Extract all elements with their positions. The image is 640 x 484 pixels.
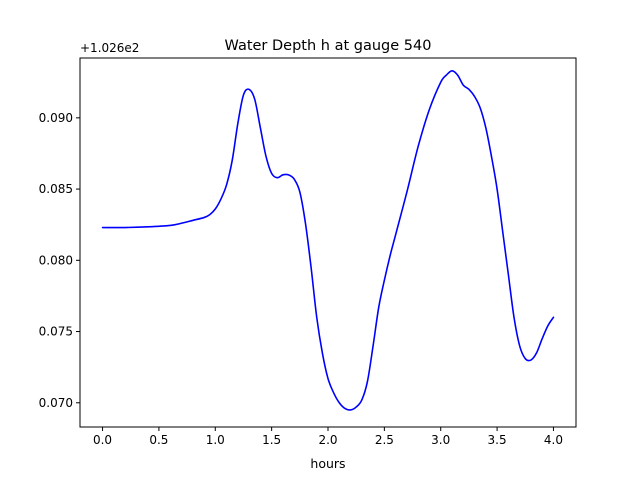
y-tick-label: 0.085	[39, 182, 73, 196]
x-axis-label: hours	[310, 456, 345, 471]
series-line	[101, 70, 555, 411]
y-tick-label: 0.075	[39, 325, 73, 339]
x-tick-label: 0.0	[93, 433, 112, 447]
x-tick-label: 3.0	[431, 433, 450, 447]
y-axis-ticks: 0.070 0.075 0.080 0.085 0.090	[39, 111, 80, 410]
x-tick-label: 0.5	[149, 433, 168, 447]
x-tick-label: 4.0	[544, 433, 563, 447]
y-tick-label: 0.090	[39, 111, 73, 125]
x-tick-label: 2.5	[375, 433, 394, 447]
y-axis-offset-label: +1.026e2	[80, 41, 139, 55]
y-tick-label: 0.070	[39, 396, 73, 410]
x-tick-label: 1.0	[206, 433, 225, 447]
chart-title: Water Depth h at gauge 540	[225, 38, 432, 54]
x-tick-label: 2.0	[318, 433, 337, 447]
x-tick-label: 3.5	[488, 433, 507, 447]
x-axis-ticks: 0.0 0.5 1.0 1.5 2.0 2.5 3.0 3.5 4.0	[93, 427, 563, 447]
plot-frame	[79, 57, 577, 428]
x-tick-label: 1.5	[262, 433, 281, 447]
y-tick-label: 0.080	[39, 253, 73, 267]
